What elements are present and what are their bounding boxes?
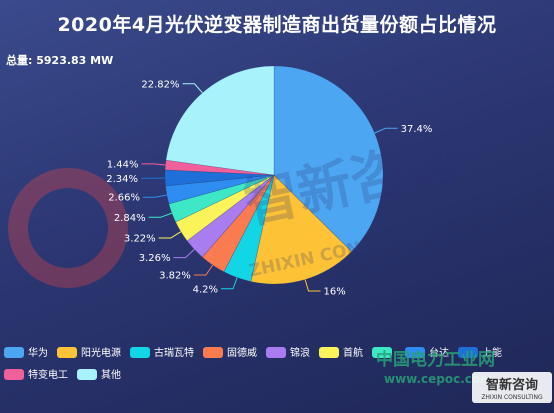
slice-leader-line [173,249,195,259]
watermark-brand-name: 智新咨询 [485,378,538,393]
slice-leader-line [193,264,214,276]
slice-data-label: 2.66% [108,193,140,204]
legend-swatch [458,347,478,358]
pie-slice [175,174,275,242]
chart-title: 2020年4月光伏逆变器制造商出货量份额占比情况 [57,14,497,36]
legend-label: 华为 [28,348,48,359]
legend-swatch [4,369,24,380]
slice-data-label: 4.2% [193,284,218,295]
pie-slice [165,174,275,205]
legend-item[interactable]: 上能 [458,343,502,365]
legend-item[interactable]: 特变电工 [4,365,68,387]
legend-label: 古瑞瓦特 [154,348,194,359]
legend-label: 其他 [101,370,121,381]
watermark-ring [8,168,128,288]
legend-item[interactable]: 其他 [77,365,121,387]
legend-swatch [4,347,24,358]
slice-leader-line [182,83,203,94]
total-volume-label: 总量: 5923.83 MW [6,54,114,67]
legend-item[interactable]: 华为 [4,343,48,365]
legend-label: 上能 [482,348,502,359]
watermark-brand-badge: 智新咨询 ZHIXIN CONSULTING [472,372,552,403]
legend-label: 首航 [343,348,363,359]
legend-swatch [372,347,392,358]
chart-legend: 华为 阳光电源 古瑞瓦特 固德威 锦浪 首航 台达 上能特变电工 其他 [4,343,552,387]
pie-slice [273,65,384,253]
slice-data-label: 2.84% [114,213,146,224]
legend-label: 阳光电源 [81,348,121,359]
slice-data-label: 16% [324,287,346,298]
slice-leader-line [158,231,182,239]
pie-slice [250,174,352,285]
slice-leader-line [374,127,398,134]
slice-data-label: 1.44% [107,159,139,170]
legend-item[interactable]: 锦浪 [266,343,310,365]
slice-leader-line [221,277,238,290]
legend-item[interactable]: 古瑞瓦特 [130,343,194,365]
legend-label: 固德威 [227,348,257,359]
pie-slice [223,174,275,282]
legend-item[interactable]: 台达 [405,343,449,365]
legend-item[interactable]: 固德威 [203,343,257,365]
slice-data-label: 3.82% [159,271,191,282]
slice-leader-line [143,194,167,198]
slice-leader-line [148,212,173,218]
slice-data-label: 2.34% [106,174,138,185]
legend-item[interactable] [372,343,396,365]
slice-leader-line [304,279,321,292]
legend-label: 特变电工 [28,370,68,381]
pie-slice [186,174,275,258]
legend-swatch [266,347,286,358]
slice-data-label: 3.22% [124,234,156,245]
slice-data-label: 37.4% [401,124,433,135]
slice-data-label: 3.26% [139,253,171,264]
legend-label: 台达 [429,348,449,359]
legend-swatch [405,347,425,358]
watermark-site-url: www.cepoc.com [384,372,493,386]
pie-slice [165,65,275,176]
legend-swatch [319,347,339,358]
legend-item[interactable]: 阳光电源 [57,343,121,365]
slice-data-label: 22.82% [141,79,179,90]
legend-swatch [130,347,150,358]
legend-item[interactable]: 首航 [319,343,363,365]
watermark-site-name: 中国电力工业网 [376,350,495,370]
legend-swatch [77,369,97,380]
slice-leader-line [141,163,166,166]
watermark-brand-subtitle: ZHIXIN CONSULTING [481,394,543,401]
legend-swatch [203,347,223,358]
legend-swatch [57,347,77,358]
legend-label: 锦浪 [290,348,310,359]
pie-slice [164,169,275,187]
